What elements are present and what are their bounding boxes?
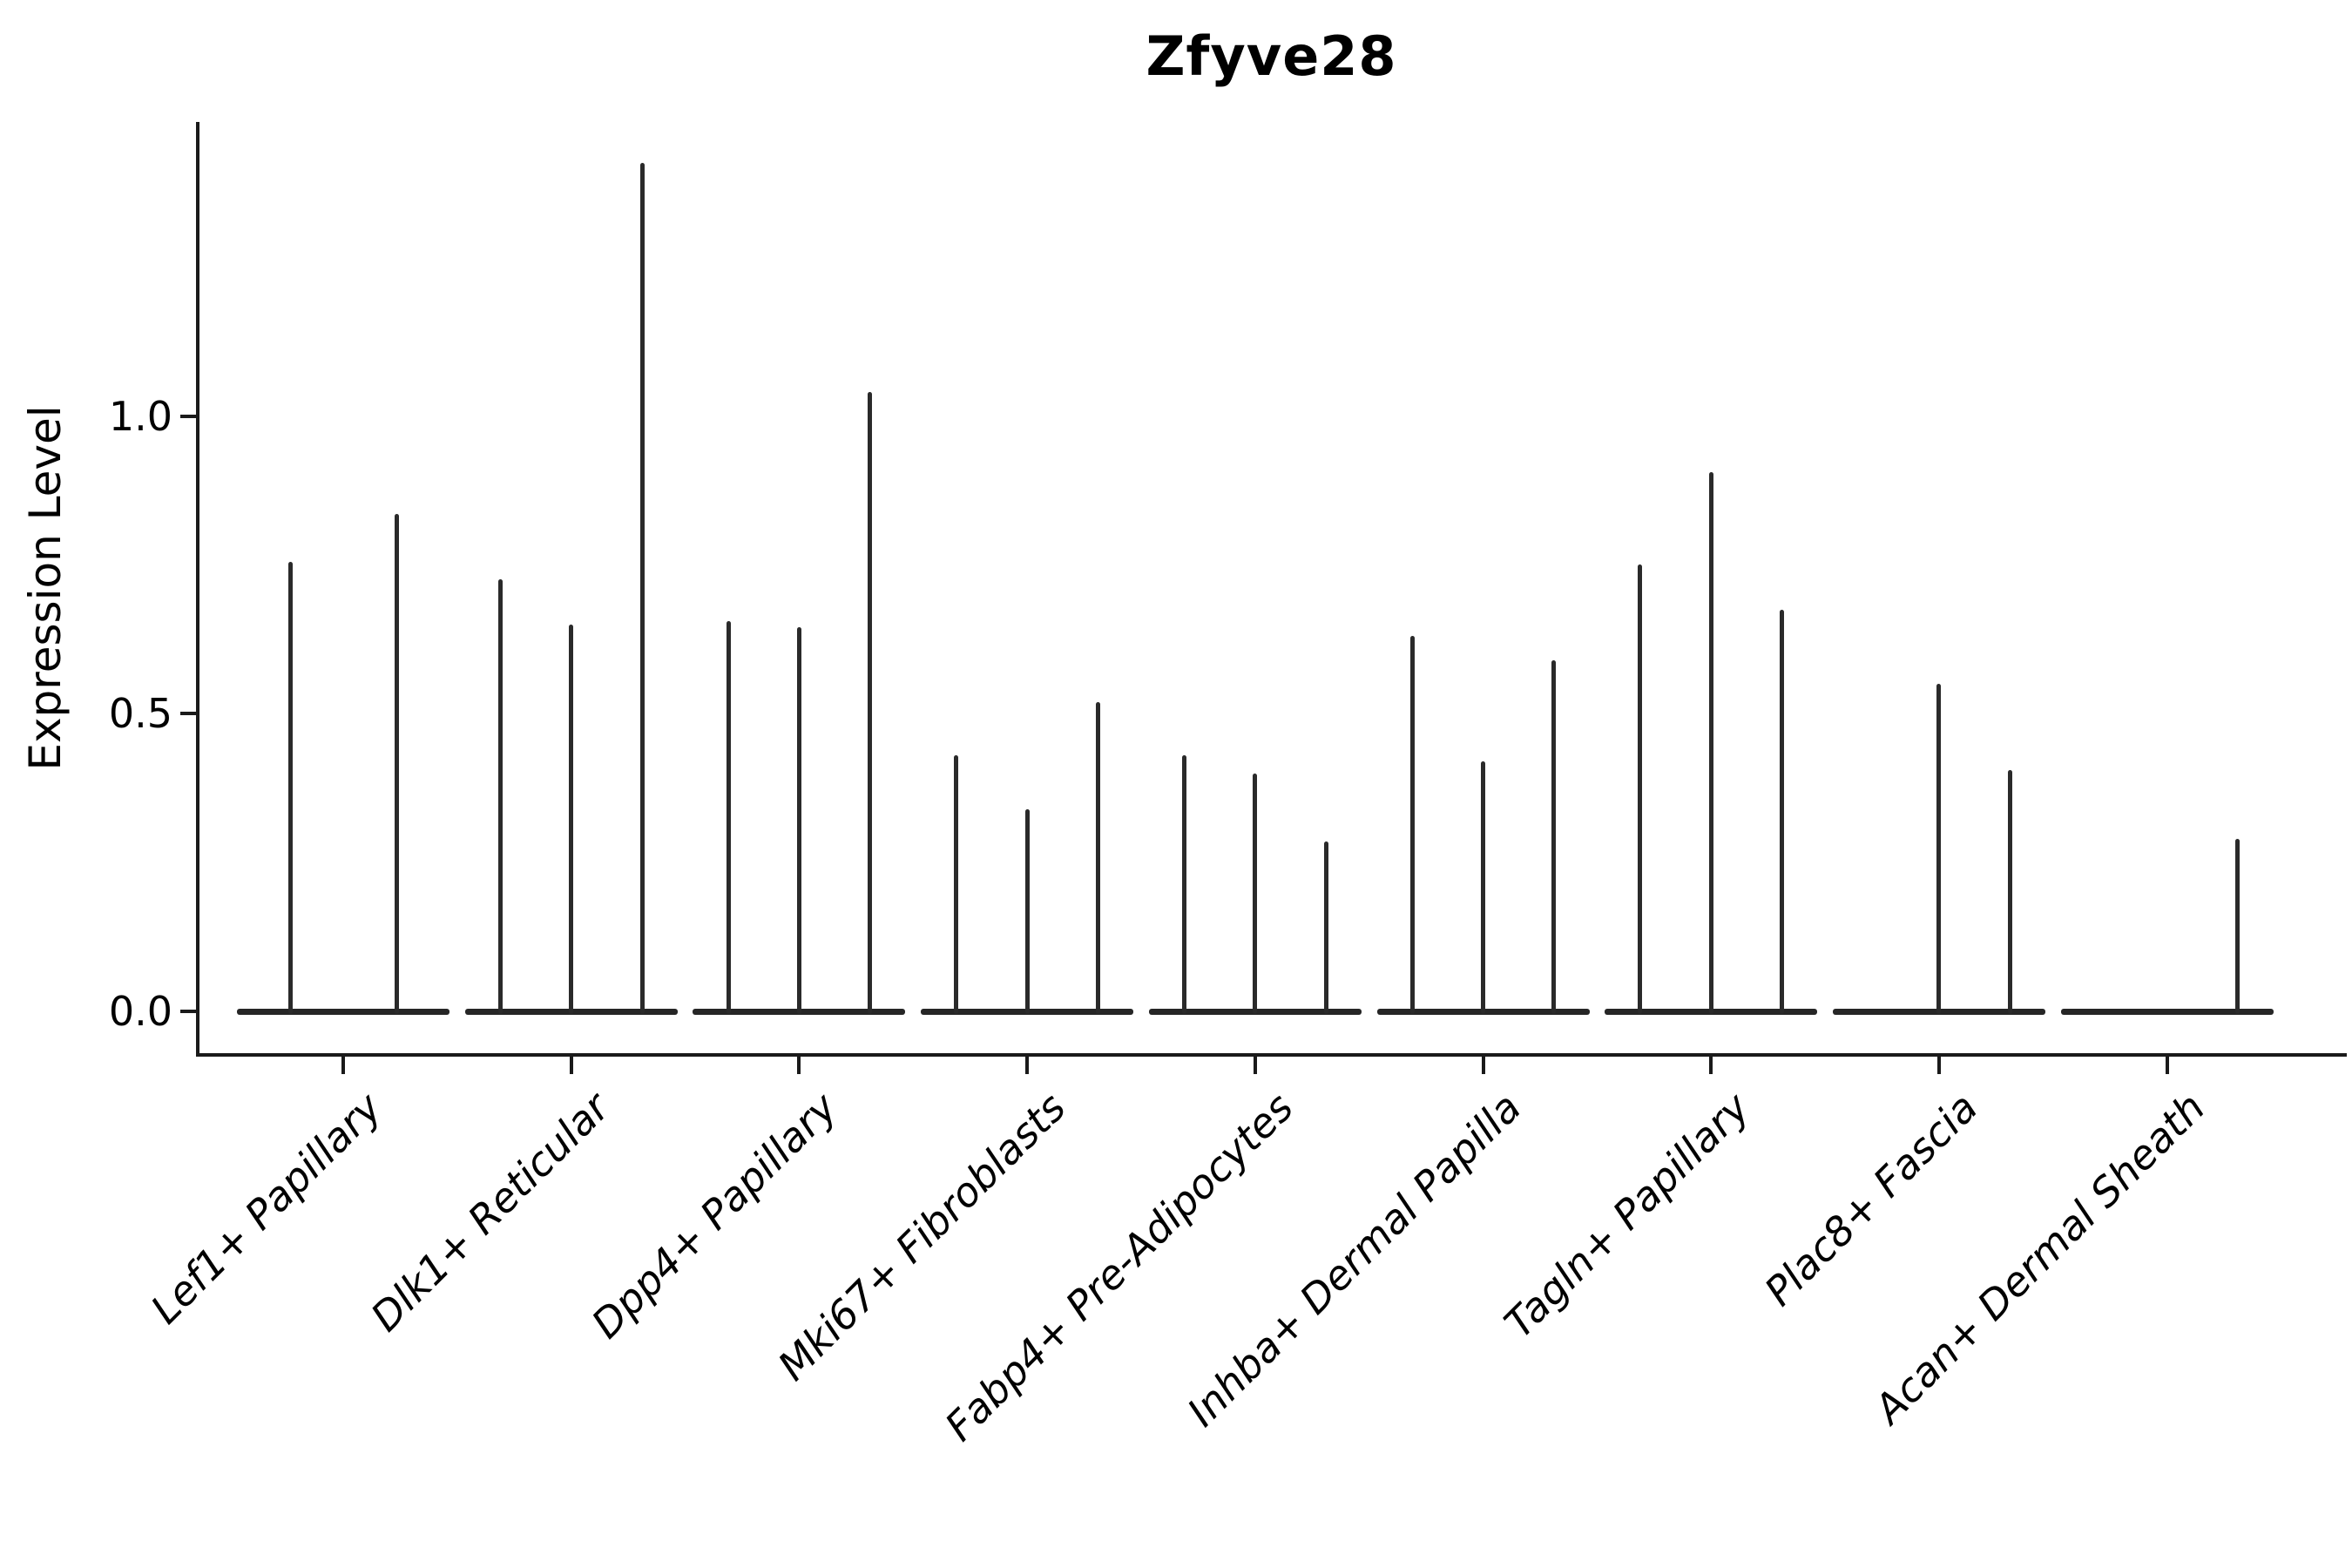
x-tick-mark [1253, 1057, 1257, 1074]
x-tick-mark [1936, 1057, 1941, 1074]
violin-max-spike [1182, 755, 1186, 1014]
violin-max-spike [1936, 684, 1942, 1014]
chart-title: Zfyve28 [1146, 24, 1397, 88]
violin-max-spike [639, 163, 645, 1014]
violin-baseline [2060, 1009, 2274, 1015]
x-tick-label: Dpp4+ Papillary [582, 1084, 847, 1348]
y-tick-label: 0.0 [108, 988, 172, 1035]
x-tick-mark [1025, 1057, 1030, 1074]
y-axis-spine [196, 122, 199, 1057]
violin-max-spike [1481, 760, 1485, 1014]
violin-max-spike [287, 561, 293, 1014]
violin-max-spike [1253, 773, 1258, 1014]
x-tick-mark [569, 1057, 573, 1074]
x-tick-label: Plac8+ Fascia [1754, 1084, 1987, 1315]
x-tick-label: Lef1+ Papillary [141, 1084, 391, 1333]
violin-max-spike [726, 621, 731, 1014]
x-tick-label: Tagln+ Papillary [1495, 1084, 1759, 1348]
x-axis-spine [196, 1053, 2347, 1057]
violin-max-spike [1638, 564, 1643, 1014]
y-tick-mark [180, 1010, 198, 1013]
violin-max-spike [497, 579, 503, 1014]
violin-max-spike [868, 392, 873, 1014]
x-tick-mark [2165, 1057, 2169, 1074]
x-tick-mark [797, 1057, 801, 1074]
violin-max-spike [2235, 838, 2240, 1014]
violin-baseline [237, 1009, 449, 1015]
y-tick-label: 1.0 [108, 392, 172, 440]
violin-max-spike [569, 624, 574, 1014]
y-tick-mark [180, 414, 198, 418]
violin-max-spike [796, 627, 801, 1014]
violin-max-spike [1780, 609, 1784, 1014]
x-tick-label: Dlk1+ Reticular [362, 1084, 618, 1341]
violin-max-spike [394, 514, 399, 1014]
violin-max-spike [2007, 770, 2012, 1014]
violin-max-spike [1095, 701, 1100, 1014]
violin-max-spike [1708, 472, 1713, 1014]
x-tick-mark [341, 1057, 345, 1074]
y-tick-mark [180, 712, 198, 716]
x-tick-mark [1481, 1057, 1485, 1074]
y-tick-label: 0.5 [108, 690, 172, 738]
violin-max-spike [1323, 841, 1328, 1014]
violin-max-spike [1551, 659, 1557, 1014]
violin-max-spike [954, 755, 959, 1014]
violin-max-spike [1024, 808, 1030, 1014]
x-tick-mark [1709, 1057, 1713, 1074]
violin-max-spike [1409, 636, 1415, 1014]
